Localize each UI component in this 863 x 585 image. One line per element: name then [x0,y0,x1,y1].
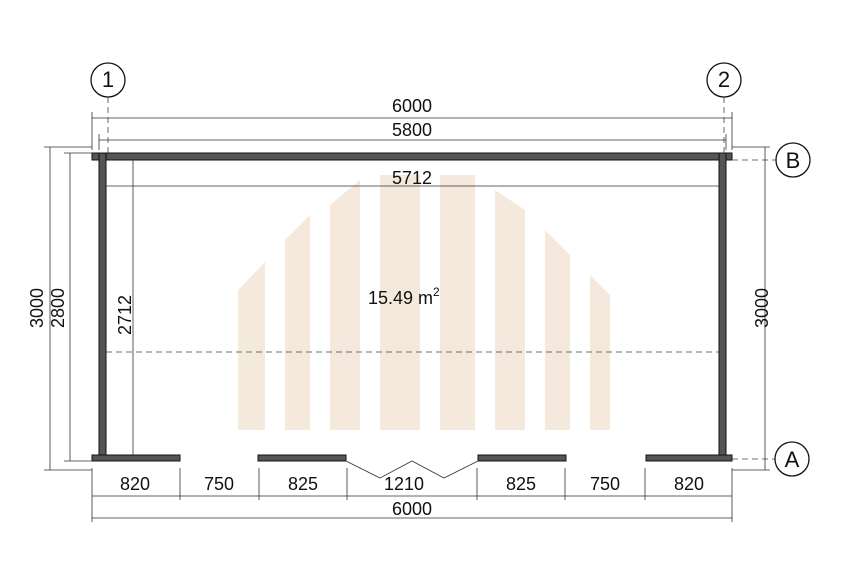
dimension-label: 5800 [392,120,432,140]
dimension-label: 3000 [752,288,772,328]
grid-bubble [90,62,126,98]
bottom-wall [645,454,733,462]
grid-label: 1 [102,67,114,92]
dimension-label: 820 [674,474,704,494]
dimension-label: 750 [590,474,620,494]
dimension-line [732,146,770,471]
grid-label: 2 [718,67,730,92]
top-wall [91,152,733,161]
dimension-label: 2800 [48,288,68,328]
bottom-wall [91,454,181,462]
grid-label: B [786,148,801,173]
dimension-line [98,134,727,150]
grid-bubble [706,62,742,98]
area-unit-exp: 2 [433,285,440,299]
dimension-label: 825 [506,474,536,494]
dimension-label: 750 [204,474,234,494]
bottom-wall [257,454,347,462]
left-wall [98,152,107,462]
dimension-line [64,152,92,462]
bottom-wall [477,454,567,462]
grid-bubble [774,441,810,477]
grid-label: A [785,447,800,472]
area-value: 15.49 m [368,288,433,308]
dimension-line [44,146,92,471]
dimension-line [91,112,733,150]
dimension-label: 5712 [392,168,432,188]
dimension-label: 6000 [392,96,432,116]
area-label: 15.49 m2 [368,285,440,308]
dimension-label: 825 [288,474,318,494]
door [345,460,479,479]
dimension-label: 3000 [27,288,47,328]
grid-bubble [775,142,811,178]
dimension-label: 2712 [115,295,135,335]
right-wall [718,152,727,462]
dimension-label: 6000 [392,499,432,519]
dimension-line [91,468,733,522]
dimension-label: 820 [120,474,150,494]
dimension-label: 1210 [384,474,424,494]
watermark [238,175,610,430]
